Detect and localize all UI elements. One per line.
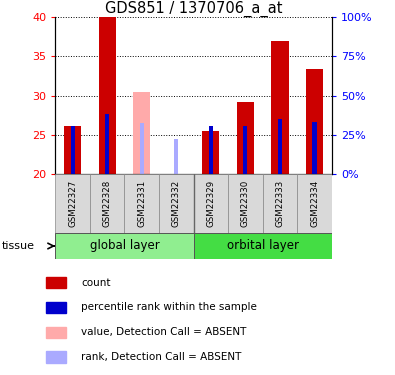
Text: value, Detection Call = ABSENT: value, Detection Call = ABSENT <box>81 327 246 337</box>
Bar <box>133 92 150 174</box>
Text: count: count <box>81 278 111 288</box>
Bar <box>140 123 144 174</box>
Title: GDS851 / 1370706_a_at: GDS851 / 1370706_a_at <box>105 1 282 17</box>
Bar <box>194 233 332 259</box>
Text: GSM22331: GSM22331 <box>137 180 146 227</box>
Bar <box>47 277 66 288</box>
Bar <box>47 327 66 338</box>
Bar <box>64 126 81 174</box>
Text: percentile rank within the sample: percentile rank within the sample <box>81 303 257 312</box>
Bar <box>237 102 254 174</box>
Text: GSM22330: GSM22330 <box>241 180 250 227</box>
Bar <box>202 131 220 174</box>
Bar <box>124 174 159 234</box>
Bar <box>263 174 297 234</box>
Text: GSM22332: GSM22332 <box>172 180 181 227</box>
Text: rank, Detection Call = ABSENT: rank, Detection Call = ABSENT <box>81 352 242 362</box>
Bar <box>47 302 66 313</box>
Bar <box>71 126 75 174</box>
Bar <box>55 174 90 234</box>
Bar <box>90 174 124 234</box>
Bar <box>278 119 282 174</box>
Bar <box>271 40 289 174</box>
Bar <box>159 174 194 234</box>
Bar <box>174 139 179 174</box>
Bar <box>55 233 194 259</box>
Bar <box>47 351 66 363</box>
Text: orbital layer: orbital layer <box>227 240 299 252</box>
Bar <box>228 174 263 234</box>
Bar <box>98 17 116 174</box>
Text: global layer: global layer <box>90 240 159 252</box>
Bar <box>297 174 332 234</box>
Text: tissue: tissue <box>2 241 35 250</box>
Bar <box>105 114 109 174</box>
Text: GSM22334: GSM22334 <box>310 180 319 227</box>
Text: GSM22328: GSM22328 <box>103 180 112 227</box>
Bar <box>306 69 323 174</box>
Bar <box>243 126 247 174</box>
Bar <box>209 126 213 174</box>
Text: GSM22327: GSM22327 <box>68 180 77 227</box>
Bar <box>194 174 228 234</box>
Bar <box>312 122 317 174</box>
Text: GSM22333: GSM22333 <box>275 180 284 227</box>
Text: GSM22329: GSM22329 <box>206 180 215 227</box>
